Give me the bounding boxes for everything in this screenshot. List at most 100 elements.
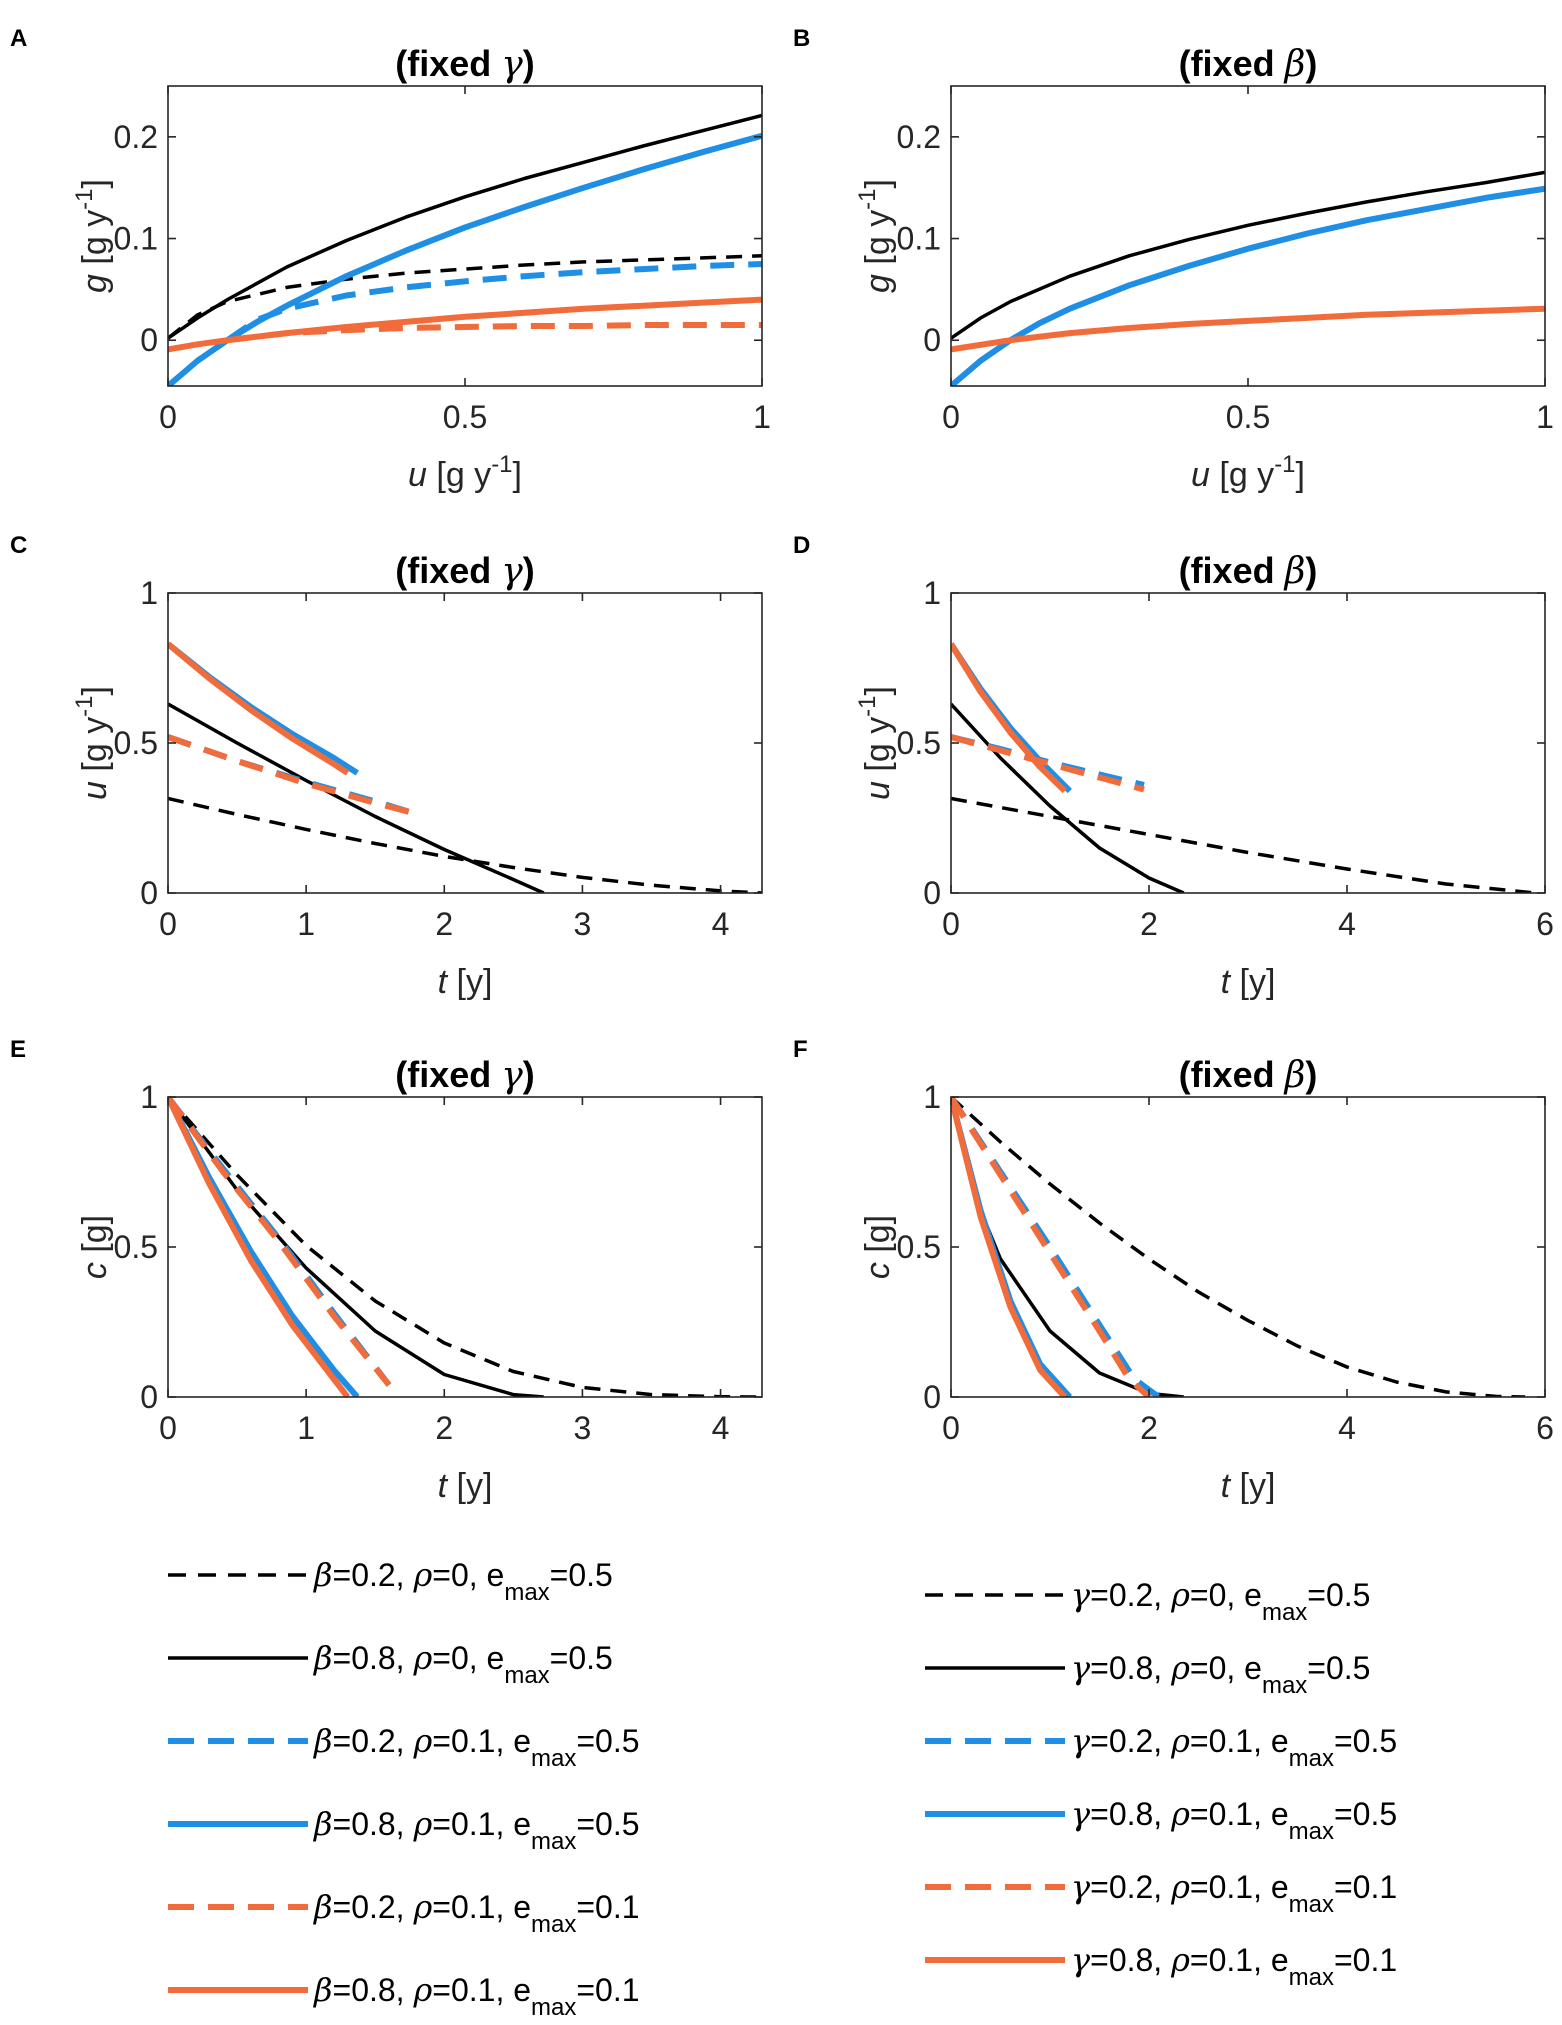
title-bold: (fixed	[395, 1054, 501, 1095]
y-axis-label: u [g y-1]	[71, 686, 114, 800]
y-label-sup: -1	[71, 695, 98, 716]
x-label-close: ]	[513, 456, 522, 494]
y-tick-label: 0.1	[114, 221, 158, 257]
x-tick-label: 3	[574, 906, 592, 942]
series-line-5	[951, 734, 1145, 793]
series-line-6	[168, 641, 350, 776]
panel-letter: A	[10, 25, 27, 52]
x-tick-label: 4	[712, 1410, 730, 1446]
legend-label: β=0.8, ρ=0.1, emax=0.5	[313, 1805, 640, 1855]
y-tick-label: 0	[140, 875, 158, 911]
x-tick-label: 0	[942, 399, 960, 435]
legend-rho-value: =0.1, e	[432, 1972, 531, 2008]
legend-rho-value: =0, e	[1190, 1650, 1262, 1686]
legend-rho: ρ	[1170, 1795, 1190, 1833]
legend-tail: =0.5	[550, 1557, 613, 1593]
series-line-1	[951, 170, 1545, 340]
legend-value: =0.8,	[333, 1640, 414, 1676]
legend-greek: β	[313, 1888, 333, 1926]
panel-letter: F	[793, 1036, 808, 1063]
legend-greek: β	[313, 1722, 333, 1760]
x-tick-label: 1	[297, 1410, 315, 1446]
title-bold: (fixed	[395, 43, 501, 84]
legend-rho: ρ	[1170, 1868, 1190, 1906]
y-tick-label: 0.1	[897, 221, 941, 257]
legend-rho: ρ	[412, 1888, 432, 1926]
y-tick-label: 0.5	[897, 725, 941, 761]
title-close: )	[1305, 43, 1317, 84]
legend-label: β=0.8, ρ=0.1, emax=0.1	[313, 1971, 640, 2021]
legend-value: =0.8,	[1090, 1796, 1171, 1832]
y-label-space	[76, 1253, 114, 1262]
y-tick-label: 0.2	[897, 119, 941, 155]
legend-value: =0.2,	[333, 1557, 414, 1593]
legend-subscript: max	[1289, 1745, 1334, 1772]
title-close: )	[1305, 1054, 1317, 1095]
x-label-sup: -1	[1274, 451, 1295, 478]
series-line-2	[168, 702, 545, 893]
y-axis-label: g [g y-1]	[71, 179, 114, 293]
legend-rho-value: =0.1, e	[432, 1723, 531, 1759]
series-line-2	[951, 1097, 1184, 1397]
series-line-6	[951, 642, 1067, 794]
y-label-sup: -1	[71, 188, 98, 209]
panel-title: (fixed β)	[1179, 1054, 1318, 1096]
legend-rho-value: =0.1, e	[1190, 1942, 1289, 1978]
legend-rho: ρ	[1170, 1649, 1190, 1687]
x-tick-label: 1	[297, 906, 315, 942]
panel-title: (fixed γ)	[395, 43, 535, 85]
legend-rho: ρ	[412, 1556, 432, 1594]
series-line-6	[168, 296, 762, 353]
series-line-3	[951, 305, 1545, 353]
series-line-5	[168, 1097, 392, 1387]
legend-subscript: max	[1289, 1891, 1334, 1918]
legend-value: =0.8,	[333, 1806, 414, 1842]
y-tick-label: 1	[923, 575, 941, 611]
legend-value: =0.2,	[1090, 1869, 1171, 1905]
x-tick-label: 0.5	[1226, 399, 1270, 435]
legend-value: =0.2,	[333, 1889, 414, 1925]
y-label-var: u	[859, 781, 897, 800]
legend-label: γ=0.2, ρ=0.1, emax=0.1	[1071, 1868, 1397, 1918]
y-label-sup: -1	[854, 695, 881, 716]
legend-subscript: max	[1262, 1672, 1307, 1699]
title-close: )	[523, 1054, 535, 1095]
legend-rho-value: =0.1, e	[1190, 1723, 1289, 1759]
x-label-space	[1230, 963, 1239, 1001]
y-tick-label: 0	[923, 322, 941, 358]
series-line-4	[168, 132, 762, 386]
x-tick-label: 4	[1338, 906, 1356, 942]
legend-rho-value: =0, e	[432, 1640, 504, 1676]
panel-b: B(fixed β)0 0.5 100.10.2u [g y-1]g [g y-1]	[793, 25, 1554, 494]
legend-value: =0.8,	[333, 1972, 414, 2008]
x-axis-label: t [y]	[1221, 1467, 1276, 1505]
series-line-1	[168, 1097, 762, 1397]
y-tick-label: 1	[140, 575, 158, 611]
legend-rho: ρ	[412, 1722, 432, 1760]
series-line-1	[951, 796, 1536, 893]
y-label-space	[76, 265, 114, 274]
y-tick-label: 1	[923, 1079, 941, 1115]
y-tick-label: 1	[140, 1079, 158, 1115]
y-label-close: ]	[859, 686, 897, 695]
panel-letter: E	[10, 1036, 26, 1063]
y-axis-label: c [g]	[859, 1215, 897, 1279]
legend-label: γ=0.8, ρ=0.1, emax=0.1	[1071, 1941, 1397, 1991]
panel-title: (fixed β)	[1179, 550, 1318, 592]
legend-rho: ρ	[412, 1971, 432, 2009]
legend-subscript: max	[504, 1579, 549, 1606]
title-greek: γ	[501, 551, 523, 592]
legend-tail: =0.1	[576, 1889, 639, 1925]
y-label-close: ]	[76, 179, 114, 188]
legend-label: β=0.2, ρ=0, emax=0.5	[313, 1556, 613, 1606]
y-label-space	[859, 265, 897, 274]
legend-label: β=0.2, ρ=0.1, emax=0.5	[313, 1722, 640, 1772]
series-group	[168, 641, 762, 893]
panel-title: (fixed γ)	[395, 1054, 535, 1096]
legend-tail: =0.5	[1307, 1650, 1370, 1686]
x-tick-label: 6	[1536, 906, 1554, 942]
panel-letter: C	[10, 532, 27, 559]
axes-box	[167, 592, 763, 894]
y-tick-label: 0.5	[114, 725, 158, 761]
y-label-close: ]	[76, 686, 114, 695]
